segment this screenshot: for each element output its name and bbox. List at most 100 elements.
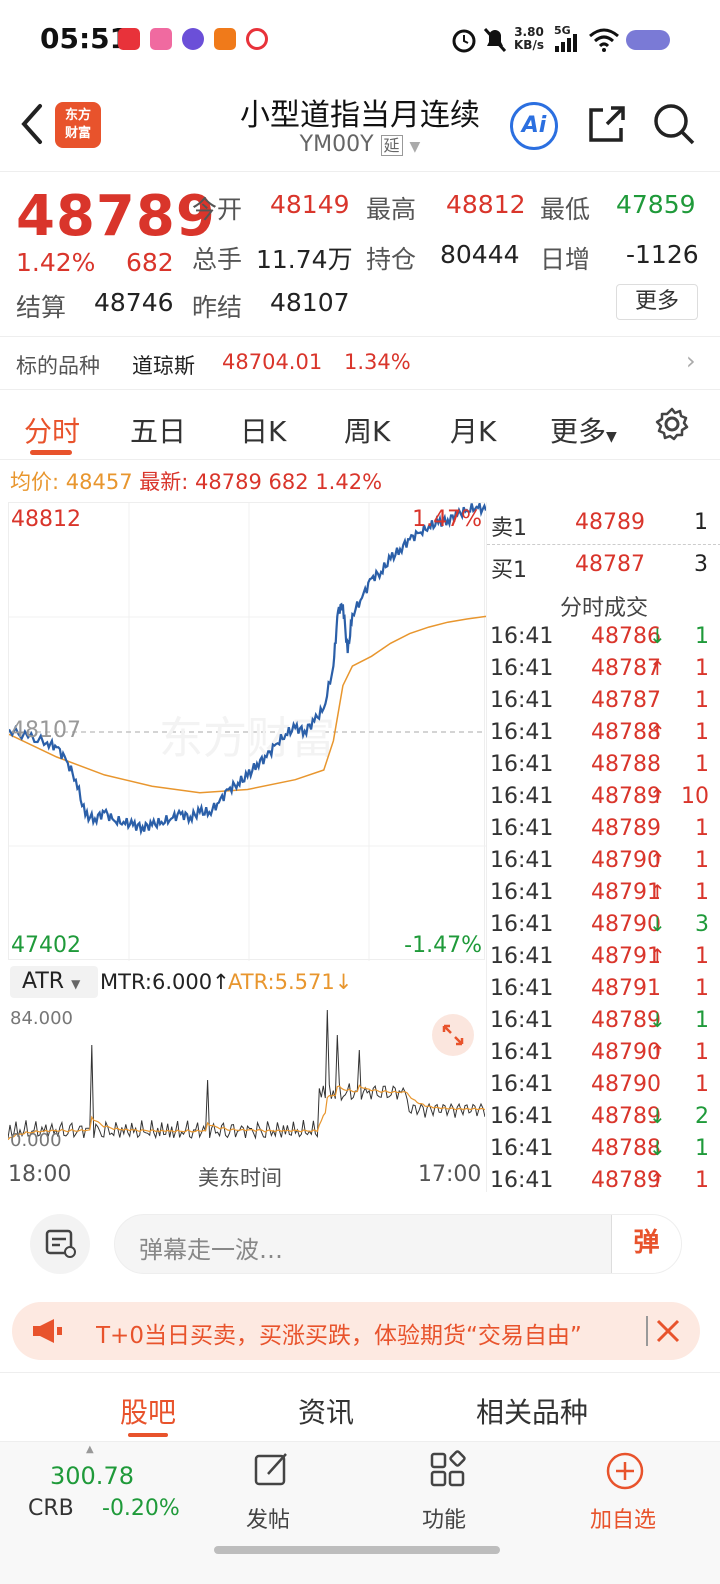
promo-banner[interactable]: T+0当日买卖，买涨买跌，体验期货“交易自由” xyxy=(12,1302,700,1360)
danmu-input[interactable]: 弹幕走一波… 弹 xyxy=(114,1214,682,1274)
settle-label: 结算 xyxy=(16,293,67,322)
alarm-icon xyxy=(452,29,476,53)
expand-icon[interactable] xyxy=(432,1014,474,1056)
ai-button[interactable]: Ai xyxy=(510,102,558,150)
settle-value: 48746 xyxy=(94,288,174,317)
trade-price: 48790 xyxy=(591,1072,661,1097)
post-button[interactable]: 发帖 xyxy=(236,1450,306,1550)
tab-monthly-k[interactable]: 月K xyxy=(450,415,497,448)
network-type: 5G xyxy=(554,24,571,37)
tab-news[interactable]: 资讯 xyxy=(298,1396,355,1429)
volume-label: 总手 xyxy=(192,245,243,274)
atr-bottom-value: 0.000 xyxy=(10,1130,62,1151)
trade-list[interactable]: 16:41 48786 ↓ 1 16:41 48787 ↑ 1 16:41 48787 1 16:41… xyxy=(487,624,720,1192)
underlying-row[interactable]: 标的品种 道琼斯 48704.01 1.34% › xyxy=(0,336,720,390)
share-icon[interactable] xyxy=(585,104,627,146)
tab-forum[interactable]: 股吧 xyxy=(120,1396,177,1429)
trade-volume: 1 xyxy=(695,1168,709,1192)
tab-related[interactable]: 相关品种 xyxy=(476,1396,589,1429)
trade-price: 48789 xyxy=(591,816,661,841)
trade-volume: 1 xyxy=(695,880,709,905)
status-time: 05:51 xyxy=(40,22,130,55)
high-value: 48812 xyxy=(446,190,526,219)
trade-price: 48791 xyxy=(591,976,661,1001)
trade-time: 16:41 xyxy=(490,912,554,937)
trade-time: 16:41 xyxy=(490,1136,554,1161)
x-axis-end: 17:00 xyxy=(418,1162,482,1187)
trade-row: 16:41 48787 1 xyxy=(487,688,720,720)
add-watchlist-label: 加自选 xyxy=(590,1508,657,1533)
trade-time: 16:41 xyxy=(490,1104,554,1129)
watermark: 东方财富 xyxy=(159,713,335,764)
atr-chart[interactable]: 84.000 0.000 xyxy=(8,1004,485,1160)
back-button[interactable] xyxy=(18,102,48,146)
tab-intraday[interactable]: 分时 xyxy=(24,415,81,448)
function-label: 功能 xyxy=(422,1508,467,1533)
trade-volume: 1 xyxy=(695,624,709,649)
comment-list-icon[interactable] xyxy=(30,1214,90,1274)
add-watchlist-button[interactable]: 加自选 xyxy=(586,1450,666,1550)
crb-value[interactable]: 300.78 xyxy=(50,1462,134,1490)
low-value: 47859 xyxy=(616,190,696,219)
comment-bar: 弹幕走一波… 弹 xyxy=(0,1200,720,1290)
settings-gear-icon[interactable] xyxy=(654,406,690,442)
trade-row: 16:41 48791 ↑ 1 xyxy=(487,944,720,976)
trade-price: 48789 xyxy=(591,1104,661,1129)
atr-top-value: 84.000 xyxy=(10,1008,73,1029)
trade-row: 16:41 48789 ↓ 1 xyxy=(487,1008,720,1040)
x-axis-start: 18:00 xyxy=(8,1162,72,1187)
contract-code[interactable]: YM00Y 延 ▼ xyxy=(299,132,421,157)
trade-volume: 1 xyxy=(695,848,709,873)
promo-text: T+0当日买卖，买涨买跌，体验期货“交易自由” xyxy=(96,1323,582,1349)
atr-chart-svg xyxy=(8,1009,485,1141)
tab-weekly-k[interactable]: 周K xyxy=(344,415,391,448)
tab-daily-k[interactable]: 日K xyxy=(240,415,287,448)
trade-time: 16:41 xyxy=(490,848,554,873)
tab-more[interactable]: 更多▼ xyxy=(550,415,617,448)
crb-name: CRB xyxy=(28,1496,74,1521)
caret-down-icon: ▼ xyxy=(409,139,421,155)
search-icon[interactable] xyxy=(652,102,696,146)
underlying-label: 标的品种 xyxy=(16,354,100,378)
trade-volume: 1 xyxy=(695,688,709,713)
active-content-tab-indicator xyxy=(128,1433,168,1437)
trades-title: 分时成交 xyxy=(559,596,648,621)
atr-line xyxy=(8,1084,485,1141)
trade-volume: 1 xyxy=(695,944,709,969)
trade-time: 16:41 xyxy=(490,1040,554,1065)
trade-row: 16:41 48787 ↑ 1 xyxy=(487,656,720,688)
trade-price: 48791 xyxy=(591,880,661,905)
app-notification-icon xyxy=(150,28,172,50)
more-button[interactable]: 更多 xyxy=(616,284,698,320)
volume-value: 11.74万 xyxy=(256,245,353,274)
trade-price: 48788 xyxy=(591,752,661,777)
trade-price: 48790 xyxy=(591,848,661,873)
trade-time: 16:41 xyxy=(490,976,554,1001)
promo-divider xyxy=(646,1316,648,1346)
app-notification-icon xyxy=(182,28,204,50)
tab-five-day[interactable]: 五日 xyxy=(130,415,187,448)
signal-icon xyxy=(555,34,577,52)
intraday-chart[interactable]: 东方财富 48812 48107 47402 1.47% -1.47% xyxy=(8,502,486,961)
trade-volume: 1 xyxy=(695,1136,709,1161)
trade-price: 48789 xyxy=(591,1008,661,1033)
danmu-toggle-button[interactable]: 弹 xyxy=(611,1215,681,1273)
trade-volume: 3 xyxy=(695,912,709,937)
trade-volume: 1 xyxy=(695,752,709,777)
close-icon[interactable] xyxy=(654,1317,682,1345)
trade-time: 16:41 xyxy=(490,752,554,777)
trade-row: 16:41 48789 ↑ 10 xyxy=(487,784,720,816)
trade-row: 16:41 48788 ↓ 1 xyxy=(487,1136,720,1168)
trade-time: 16:41 xyxy=(490,944,554,969)
up-arrow-icon: ↑ xyxy=(649,1040,666,1064)
trade-volume: 1 xyxy=(695,816,709,841)
open-value: 48149 xyxy=(270,190,350,219)
function-button[interactable]: 功能 xyxy=(412,1450,482,1550)
atr-label: ATR:5.571↓ xyxy=(228,970,353,994)
trade-price: 48788 xyxy=(591,1136,661,1161)
up-arrow-icon: ↑ xyxy=(649,880,666,904)
daily-increase-label: 日增 xyxy=(540,245,591,274)
price-line xyxy=(9,503,486,836)
indicator-selector[interactable]: ATR ▼ xyxy=(10,966,98,998)
underlying-value: 48704.01 xyxy=(222,350,323,374)
